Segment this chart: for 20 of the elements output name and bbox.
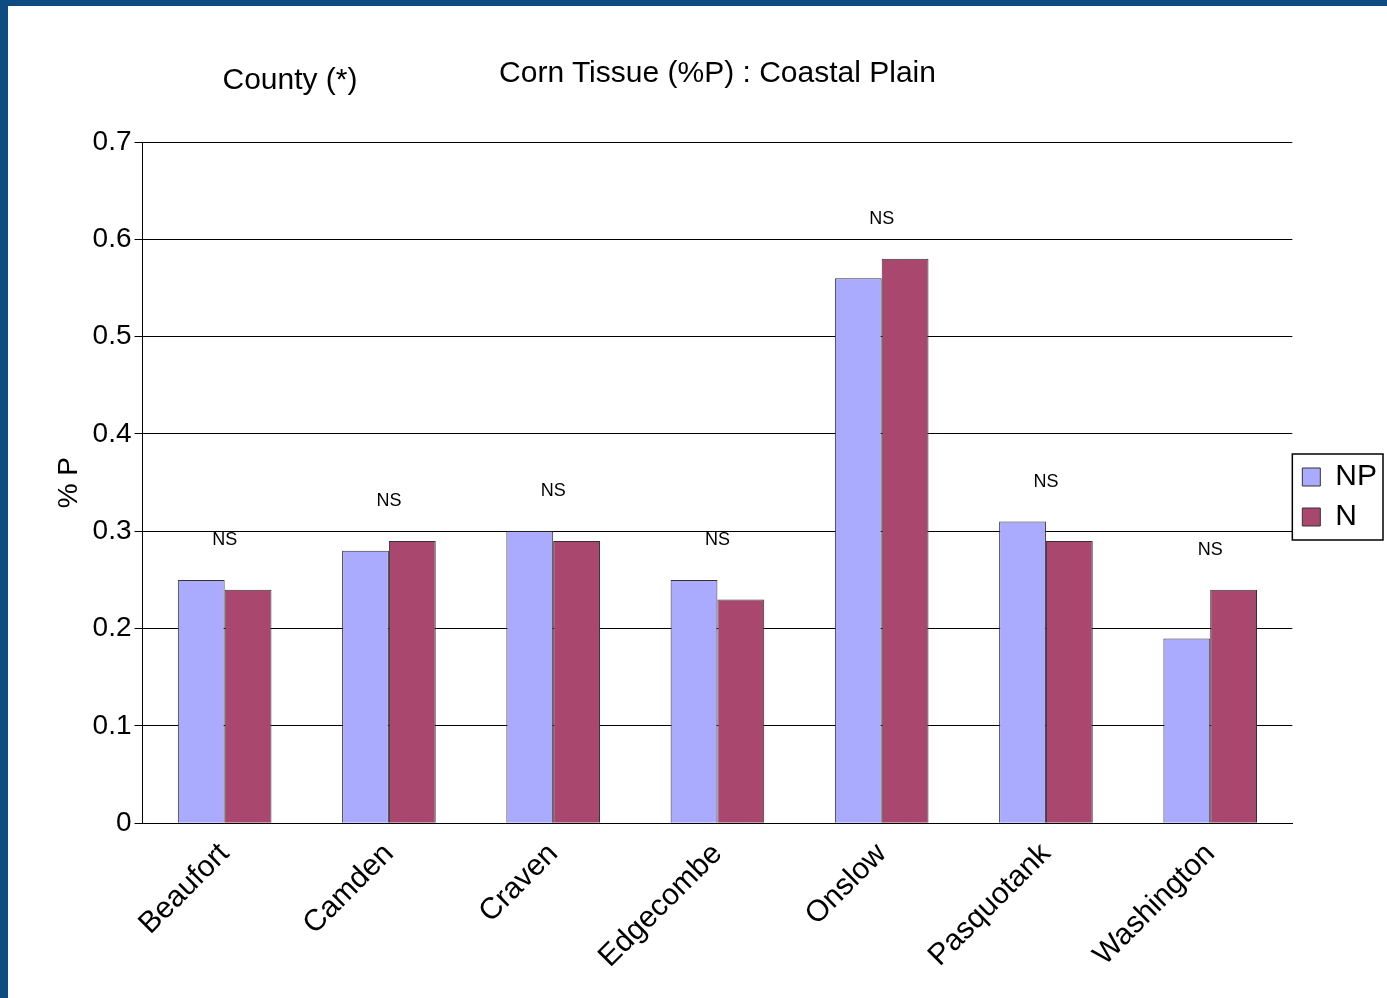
y-tick-label: 0.4 <box>92 416 132 448</box>
y-tick-label: 0.3 <box>92 514 132 546</box>
y-tick-label: 0.5 <box>92 319 132 351</box>
y-axis-title: % P <box>51 456 83 509</box>
annotation: NS <box>540 480 566 501</box>
y-tick-label: 0.7 <box>92 124 132 156</box>
text: County (*) <box>222 62 358 96</box>
annotation: NS <box>1197 538 1223 559</box>
annotation: NS <box>1033 470 1059 491</box>
annotation: NS <box>869 207 895 228</box>
y-tick-label: 0.1 <box>92 708 132 740</box>
legend-label: NP <box>1335 458 1378 492</box>
y-tick-label: 0.2 <box>92 611 132 643</box>
legend-label: N <box>1335 498 1357 532</box>
annotation: NS <box>212 528 238 549</box>
annotation: NS <box>376 490 402 511</box>
annotation: NS <box>704 528 730 549</box>
y-tick-label: 0.6 <box>92 222 132 254</box>
y-tick-label: 0 <box>115 806 132 838</box>
chart-title: Corn Tissue (%P) : Coastal Plain <box>499 55 936 89</box>
